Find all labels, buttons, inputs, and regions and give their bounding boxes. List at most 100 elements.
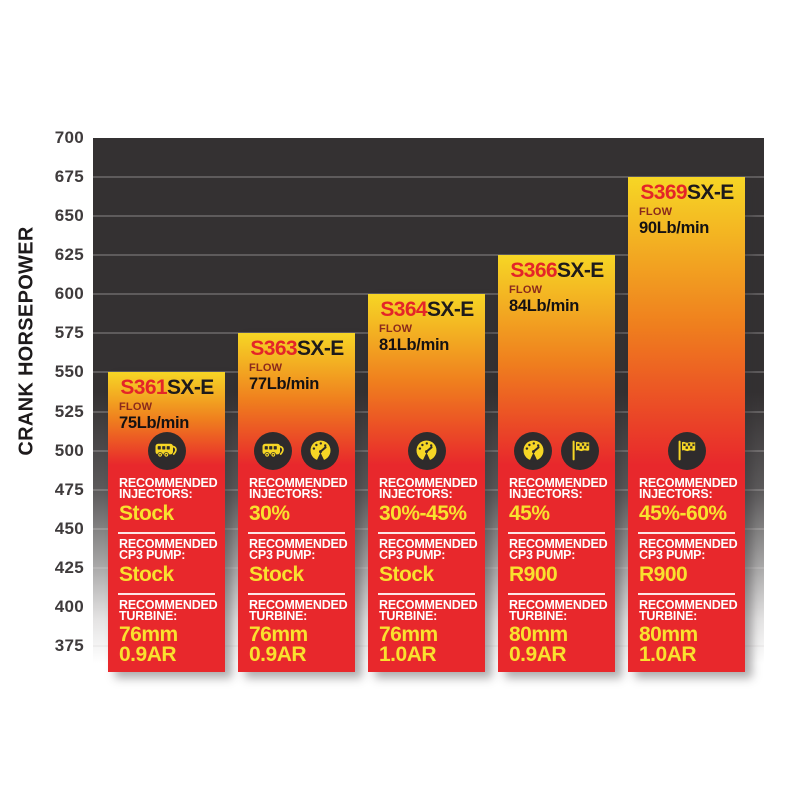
flow-label: FLOW <box>639 206 673 219</box>
recommended-label: RECOMMENDED <box>639 597 738 612</box>
recommended-label: RECOMMENDED <box>509 597 608 612</box>
bar-header: S366SX-E FLOW 84Lb/min <box>498 255 615 315</box>
turbine-size-value: 80mm <box>509 622 568 646</box>
model-series-suffix: SX-E <box>557 259 604 283</box>
injectors-section: RECOMMENDED INJECTORS: Stock <box>108 475 225 525</box>
turbine-size-value: 76mm <box>379 622 438 646</box>
turbine-section: RECOMMENDED TURBINE: 76mm 0.9AR <box>238 597 355 666</box>
cp3-pump-section: RECOMMENDED CP3 PUMP: Stock <box>108 536 225 586</box>
icon-row <box>628 431 745 470</box>
y-tick-label: 375 <box>54 636 84 655</box>
bar-header: S369SX-E FLOW 90Lb/min <box>628 177 745 237</box>
y-tick-label: 700 <box>54 128 84 147</box>
injectors-section-label: RECOMMENDED INJECTORS: <box>509 475 608 501</box>
turbine-section-label: RECOMMENDED TURBINE: <box>639 597 738 623</box>
cp3-pump-section: RECOMMENDED CP3 PUMP: R900 <box>498 538 615 586</box>
cp3-pump-label: CP3 PUMP: <box>639 548 706 563</box>
model-number: S363 <box>250 337 298 361</box>
cp3-pump-section-label: RECOMMENDED CP3 PUMP: <box>379 538 478 562</box>
turbine-size-value: 80mm <box>639 622 698 646</box>
recommended-label: RECOMMENDED <box>639 536 738 551</box>
model-name: S361SX-E <box>119 376 215 399</box>
cp3-pump-section-label: RECOMMENDED CP3 PUMP: <box>249 536 348 563</box>
flow-label: FLOW <box>249 362 283 375</box>
y-tick-label: 450 <box>54 518 84 538</box>
flow-value: 77Lb/min <box>249 375 320 394</box>
injectors-label: INJECTORS: <box>379 487 453 502</box>
y-tick-label: 500 <box>54 440 84 460</box>
recommended-label: RECOMMENDED <box>119 536 218 551</box>
flow-value: 81Lb/min <box>379 336 450 355</box>
flow-label: FLOW <box>379 323 413 336</box>
cp3-pump-label: CP3 PUMP: <box>249 548 316 563</box>
injectors-value: 30%-45% <box>379 501 467 525</box>
model-number: S364 <box>380 298 428 322</box>
flow-value: 84Lb/min <box>509 297 580 316</box>
y-tick-label: 575 <box>54 323 84 343</box>
bar-recommendations: RECOMMENDED INJECTORS: 30%-45% RECOMMENDE… <box>368 431 485 672</box>
y-tick-label: 550 <box>54 362 84 382</box>
recommended-label: RECOMMENDED <box>249 475 348 490</box>
injectors-value: 45%-60% <box>639 501 727 525</box>
cp3-pump-value: Stock <box>119 562 174 586</box>
turbine-section: RECOMMENDED TURBINE: 80mm 0.9AR <box>498 597 615 665</box>
icon-row <box>108 431 225 470</box>
section-divider <box>118 531 215 534</box>
gridline <box>93 176 764 179</box>
cp3-pump-label: CP3 PUMP: <box>119 548 186 563</box>
injectors-section-label: RECOMMENDED INJECTORS: <box>119 475 218 501</box>
recommended-label: RECOMMENDED <box>119 475 218 490</box>
icon-row <box>368 431 485 470</box>
recommended-label: RECOMMENDED <box>249 597 348 612</box>
cp3-pump-label: CP3 PUMP: <box>509 548 576 563</box>
turbine-section: RECOMMENDED TURBINE: 76mm 0.9AR <box>108 599 225 665</box>
bar-recommendations: RECOMMENDED INJECTORS: Stock RECOMMENDED C… <box>108 431 225 672</box>
recommended-label: RECOMMENDED <box>249 536 348 551</box>
recommended-label: RECOMMENDED <box>509 475 608 490</box>
turbine-ar-value: 1.0AR <box>639 642 697 666</box>
gauge-icon <box>407 431 446 470</box>
cp3-pump-value: Stock <box>379 562 434 586</box>
icon-row <box>238 431 355 470</box>
turbine-size-value: 76mm <box>119 622 178 646</box>
injectors-section: RECOMMENDED INJECTORS: 30% <box>238 475 355 525</box>
model-name: S363SX-E <box>249 337 345 360</box>
turbine-label: TURBINE: <box>379 609 438 624</box>
injectors-value: Stock <box>119 501 174 525</box>
turbine-size-value: 76mm <box>249 622 308 646</box>
turbine-ar-value: 1.0AR <box>379 642 437 666</box>
injectors-value: 30% <box>249 501 290 525</box>
injectors-value: 45% <box>509 501 550 525</box>
model-number: S369 <box>640 181 688 205</box>
flag-icon <box>561 431 599 470</box>
turbine-section-label: RECOMMENDED TURBINE: <box>509 597 608 623</box>
section-divider <box>638 531 735 534</box>
model-number: S361 <box>120 376 168 400</box>
model-series-suffix: SX-E <box>167 376 214 400</box>
bar-header: S364SX-E FLOW 81Lb/min <box>368 294 485 354</box>
flag-icon <box>667 431 706 470</box>
flow-value: 90Lb/min <box>639 219 710 238</box>
icon-row <box>498 431 615 470</box>
recommended-label: RECOMMENDED <box>379 475 478 490</box>
cp3-pump-value: R900 <box>639 562 688 586</box>
camper-icon <box>254 431 292 470</box>
model-series-suffix: SX-E <box>427 298 474 322</box>
bar-header: S363SX-E FLOW 77Lb/min <box>238 333 355 393</box>
cp3-pump-section: RECOMMENDED CP3 PUMP: R900 <box>628 536 745 586</box>
bar-recommendations: RECOMMENDED INJECTORS: 45% RECOMMENDED CP3… <box>498 431 615 672</box>
y-tick-label: 650 <box>54 206 84 226</box>
bar-recommendations: RECOMMENDED INJECTORS: 45%-60% RECOMMENDE… <box>628 431 745 672</box>
injectors-section-label: RECOMMENDED INJECTORS: <box>379 475 478 502</box>
section-divider <box>378 531 475 534</box>
gridline <box>93 215 764 218</box>
model-bar-s364: S364SX-E FLOW 81Lb/min RECOMMENDED INJECT… <box>368 294 485 672</box>
cp3-pump-section: RECOMMENDED CP3 PUMP: Stock <box>238 536 355 586</box>
injectors-section-label: RECOMMENDED INJECTORS: <box>249 475 348 501</box>
injectors-section: RECOMMENDED INJECTORS: 30%-45% <box>368 475 485 525</box>
model-name: S364SX-E <box>379 298 475 321</box>
plot-area: S361SX-E FLOW 75Lb/min RECOMMENDED INJECT… <box>93 138 764 691</box>
turbine-section-label: RECOMMENDED TURBINE: <box>119 599 218 623</box>
turbine-ar-value: 0.9AR <box>249 642 307 666</box>
